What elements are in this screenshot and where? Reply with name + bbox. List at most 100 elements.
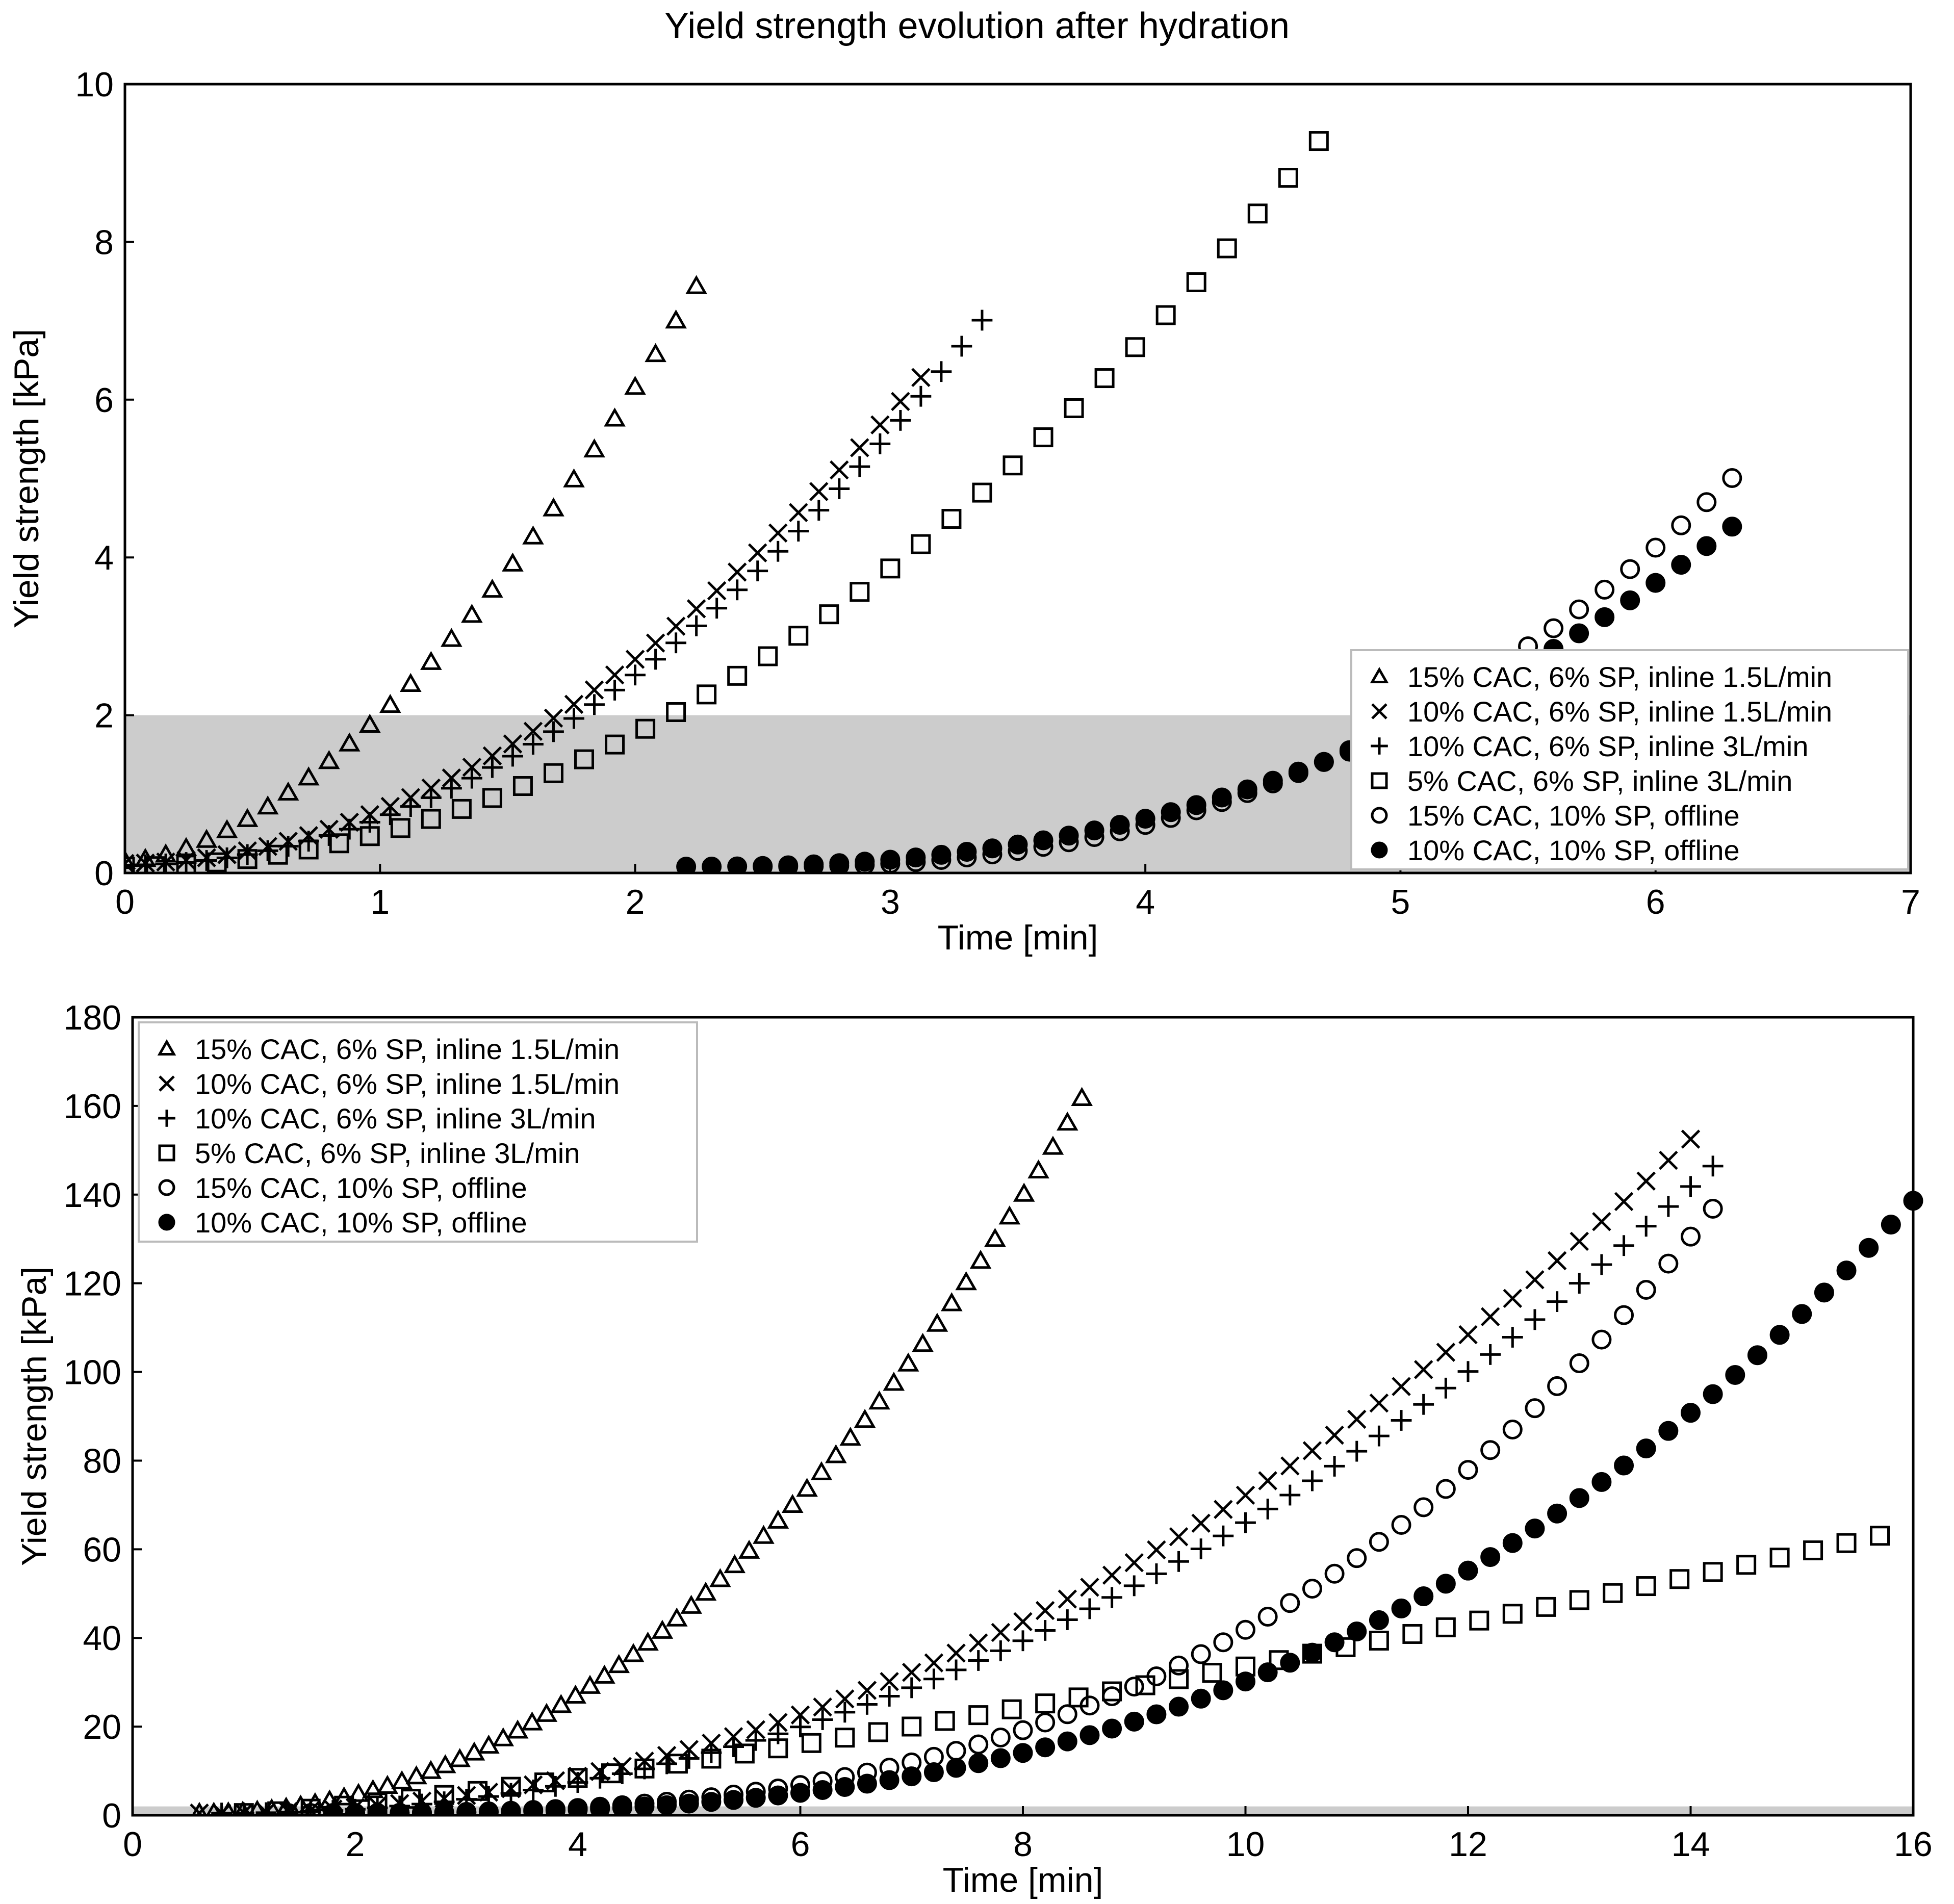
data-point <box>1324 1456 1345 1477</box>
data-point <box>216 819 238 838</box>
data-point <box>1435 1479 1456 1499</box>
data-point <box>1525 1519 1545 1539</box>
data-point <box>857 1773 877 1794</box>
data-point <box>1263 770 1283 791</box>
data-point <box>300 1803 321 1815</box>
data-point <box>1620 559 1640 579</box>
data-point <box>685 275 707 294</box>
data-point <box>839 1427 862 1446</box>
data-point <box>745 1730 766 1751</box>
data-point <box>1257 1498 1278 1520</box>
x-axis-label: Time [min] <box>943 1861 1103 1899</box>
data-point <box>790 1705 810 1725</box>
data-point <box>941 1292 963 1311</box>
data-point <box>1236 1619 1255 1640</box>
data-point <box>667 1754 688 1774</box>
legend-item: 5% CAC, 6% SP, inline 3L/min <box>1371 765 1792 797</box>
data-point <box>1169 1527 1189 1547</box>
data-point <box>277 781 299 801</box>
legend-label: 15% CAC, 10% SP, offline <box>195 1172 527 1204</box>
data-point <box>1161 802 1181 822</box>
data-point <box>788 503 808 523</box>
data-point <box>883 1372 905 1391</box>
plot-panel-1: 0 1 2 3 4 5 6 7 0 2 4 6 8 10 Time [min] Yield strength … <box>7 65 1920 957</box>
data-point <box>1569 623 1589 644</box>
x-tick-label: 6 <box>1646 883 1665 921</box>
data-point <box>1079 1695 1100 1716</box>
data-point <box>191 1802 208 1815</box>
data-point <box>753 1525 775 1544</box>
data-point <box>155 853 176 873</box>
data-point <box>237 849 258 869</box>
data-point <box>545 1800 565 1815</box>
data-point <box>1836 1533 1857 1553</box>
data-point <box>196 850 217 871</box>
legend-label: 10% CAC, 6% SP, inline 1.5L/min <box>195 1068 620 1100</box>
data-point <box>723 1736 744 1757</box>
data-point <box>1547 1291 1567 1312</box>
data-point <box>456 1802 477 1815</box>
data-point <box>367 1803 388 1815</box>
data-point <box>1391 1410 1412 1431</box>
data-point <box>256 795 279 815</box>
data-point <box>216 847 238 868</box>
data-point <box>482 788 502 808</box>
figure-title: Yield strength evolution after hydration <box>664 6 1290 46</box>
data-point <box>1094 368 1115 389</box>
data-point <box>1391 1598 1411 1618</box>
data-point <box>583 438 605 458</box>
legend-label: 10% CAC, 6% SP, inline 3L/min <box>1407 730 1809 762</box>
legend-label: 10% CAC, 10% SP, offline <box>195 1206 527 1239</box>
data-point <box>625 664 646 686</box>
data-point <box>1280 1593 1300 1613</box>
legend-item: 10% CAC, 10% SP, offline <box>1371 834 1740 866</box>
data-point <box>1347 1548 1367 1568</box>
data-point <box>501 1777 521 1797</box>
y-tick-label: 20 <box>83 1708 121 1746</box>
x-tick-label: 4 <box>568 1825 587 1864</box>
data-point <box>1569 599 1589 620</box>
data-point <box>666 616 686 636</box>
data-point <box>701 1742 722 1763</box>
data-point <box>678 1748 700 1769</box>
data-point <box>990 1640 1011 1661</box>
legend-marker <box>158 1179 175 1196</box>
data-point <box>1213 1632 1233 1653</box>
legend-item: 10% CAC, 6% SP, inline 1.5L/min <box>1371 696 1832 728</box>
data-point <box>1369 1630 1389 1651</box>
data-point <box>297 766 320 786</box>
data-point <box>390 818 410 838</box>
y-tick-label: 0 <box>94 854 114 893</box>
data-point <box>1671 515 1691 535</box>
data-point <box>605 665 625 685</box>
data-point <box>941 509 962 529</box>
data-point <box>421 809 441 829</box>
data-point <box>1391 1515 1411 1535</box>
data-point <box>612 1797 632 1815</box>
legend-label: 15% CAC, 6% SP, inline 1.5L/min <box>195 1033 620 1065</box>
data-point <box>665 309 687 329</box>
data-point <box>1413 1360 1433 1379</box>
data-point <box>910 385 932 407</box>
data-point <box>1214 1500 1233 1519</box>
data-point <box>1102 1718 1122 1739</box>
data-points <box>125 131 1742 873</box>
series-1 <box>191 1087 1093 1815</box>
data-point <box>579 1675 601 1694</box>
data-point <box>1302 1441 1322 1460</box>
data-point <box>1658 1196 1679 1217</box>
data-point <box>391 1770 413 1790</box>
data-point <box>482 757 503 778</box>
data-point <box>1035 1712 1056 1733</box>
data-point <box>1257 1662 1278 1683</box>
y-tick-label: 120 <box>64 1265 121 1303</box>
legend-item: 15% CAC, 6% SP, inline 1.5L/min <box>157 1033 620 1065</box>
data-point <box>1064 398 1084 418</box>
data-point <box>523 1801 544 1815</box>
data-point <box>897 1352 919 1372</box>
data-point <box>1084 820 1104 841</box>
data-point <box>358 713 381 733</box>
data-points <box>190 1087 1923 1815</box>
data-point <box>634 1758 655 1780</box>
